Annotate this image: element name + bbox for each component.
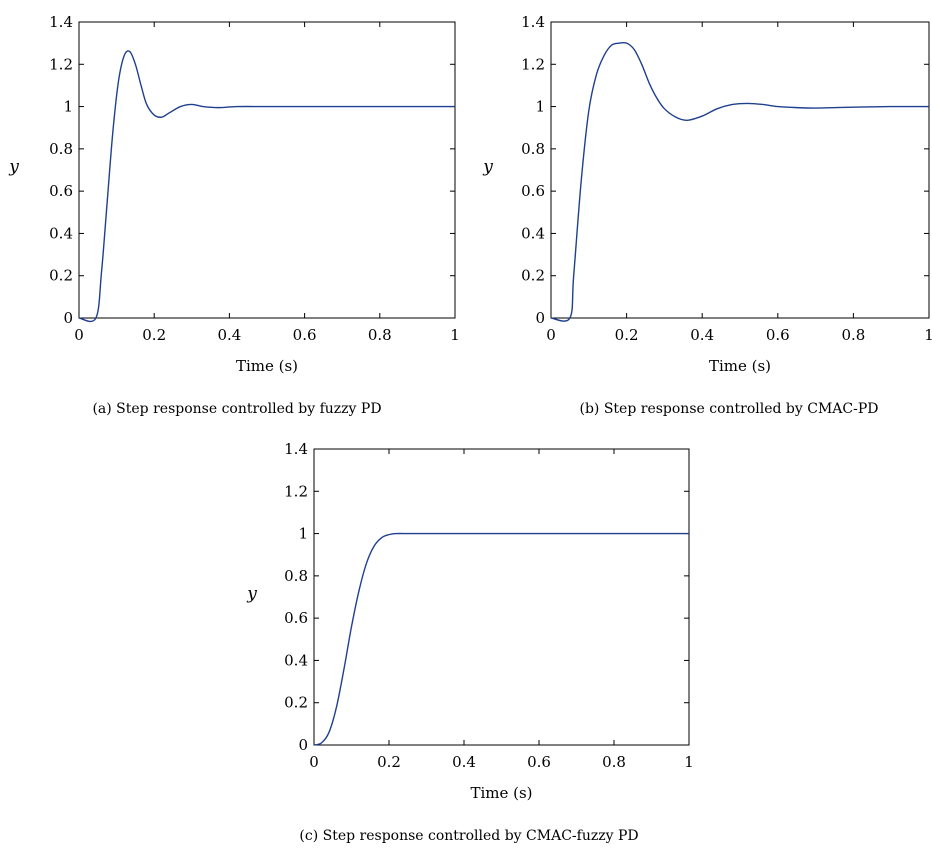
- y-tick-label: 0.8: [521, 140, 545, 158]
- y-tick-label: 1: [63, 98, 73, 116]
- x-tick-label: 0.6: [527, 753, 551, 771]
- x-tick-label: 0.8: [841, 326, 865, 344]
- y-tick-label: 0.6: [49, 182, 73, 200]
- x-axis-label: Time (s): [470, 784, 532, 802]
- x-tick-label: 0.2: [377, 753, 401, 771]
- y-tick-label: 0.8: [284, 567, 308, 585]
- x-tick-label: 0.4: [690, 326, 714, 344]
- x-tick-label: 0.2: [615, 326, 639, 344]
- y-tick-label: 0.2: [284, 694, 308, 712]
- y-tick-label: 0.2: [521, 267, 545, 285]
- x-tick-label: 0.4: [217, 326, 241, 344]
- x-axis-label: Time (s): [709, 357, 771, 375]
- panel-caption: (b) Step response controlled by CMAC-PD: [580, 401, 879, 417]
- x-tick-label: 0.2: [142, 326, 166, 344]
- chart-panel-1: 0 0.2 0.4 0.6 0.8 1 0 0.2 0.4 0.6 0.8 1 1.2 1.4 Time (…: [482, 13, 932, 417]
- x-tick-label: 0.6: [293, 326, 317, 344]
- chart-panel-0: 0 0.2 0.4 0.6 0.8 1 0 0.2 0.4 0.6 0.8 1 1.2 1.4 Time (…: [8, 13, 460, 417]
- y-tick-label: 0: [63, 309, 73, 327]
- y-tick-label: 1: [298, 525, 308, 543]
- x-tick-label: 0.4: [452, 753, 476, 771]
- series-line-0: [78, 50, 455, 323]
- x-tick-label: 0.8: [602, 753, 626, 771]
- plot-frame: [550, 21, 930, 319]
- x-tick-label: 0: [309, 753, 319, 771]
- y-tick-label: 0: [535, 309, 545, 327]
- y-tick-label: 1.2: [521, 55, 545, 73]
- y-axis-label: y: [246, 584, 257, 604]
- x-tick-label: 1: [684, 753, 694, 771]
- chart-panel-2: 0 0.2 0.4 0.6 0.8 1 0 0.2 0.4 0.6 0.8 1 1.2 1.4 Time (…: [246, 440, 694, 844]
- y-axis-label: y: [8, 157, 19, 177]
- y-tick-label: 0.4: [521, 224, 545, 242]
- y-tick-label: 0.8: [49, 140, 73, 158]
- y-tick-label: 1.4: [284, 440, 308, 458]
- x-axis-label: Time (s): [236, 357, 298, 375]
- x-tick-label: 0: [74, 326, 84, 344]
- y-tick-label: 0.6: [521, 182, 545, 200]
- y-tick-label: 1.2: [49, 55, 73, 73]
- x-tick-label: 0.6: [766, 326, 790, 344]
- y-tick-label: 1.2: [284, 482, 308, 500]
- y-tick-label: 0.6: [284, 609, 308, 627]
- plot-frame: [313, 448, 690, 746]
- y-tick-label: 1.4: [49, 13, 73, 31]
- x-tick-label: 1: [450, 326, 460, 344]
- plot-frame: [78, 21, 456, 319]
- y-tick-label: 0.4: [49, 224, 73, 242]
- y-tick-label: 0.2: [49, 267, 73, 285]
- x-tick-label: 1: [924, 326, 932, 344]
- y-tick-label: 0: [298, 736, 308, 754]
- y-tick-label: 1: [535, 98, 545, 116]
- series-line-0: [313, 532, 689, 746]
- y-axis-label: y: [482, 157, 493, 177]
- y-tick-label: 0.4: [284, 651, 308, 669]
- x-tick-label: 0: [546, 326, 556, 344]
- panel-caption: (c) Step response controlled by CMAC-fuz…: [299, 828, 638, 844]
- series-line-0: [550, 41, 930, 322]
- y-tick-label: 1.4: [521, 13, 545, 31]
- x-tick-label: 0.8: [368, 326, 392, 344]
- panel-caption: (a) Step response controlled by fuzzy PD: [92, 401, 381, 417]
